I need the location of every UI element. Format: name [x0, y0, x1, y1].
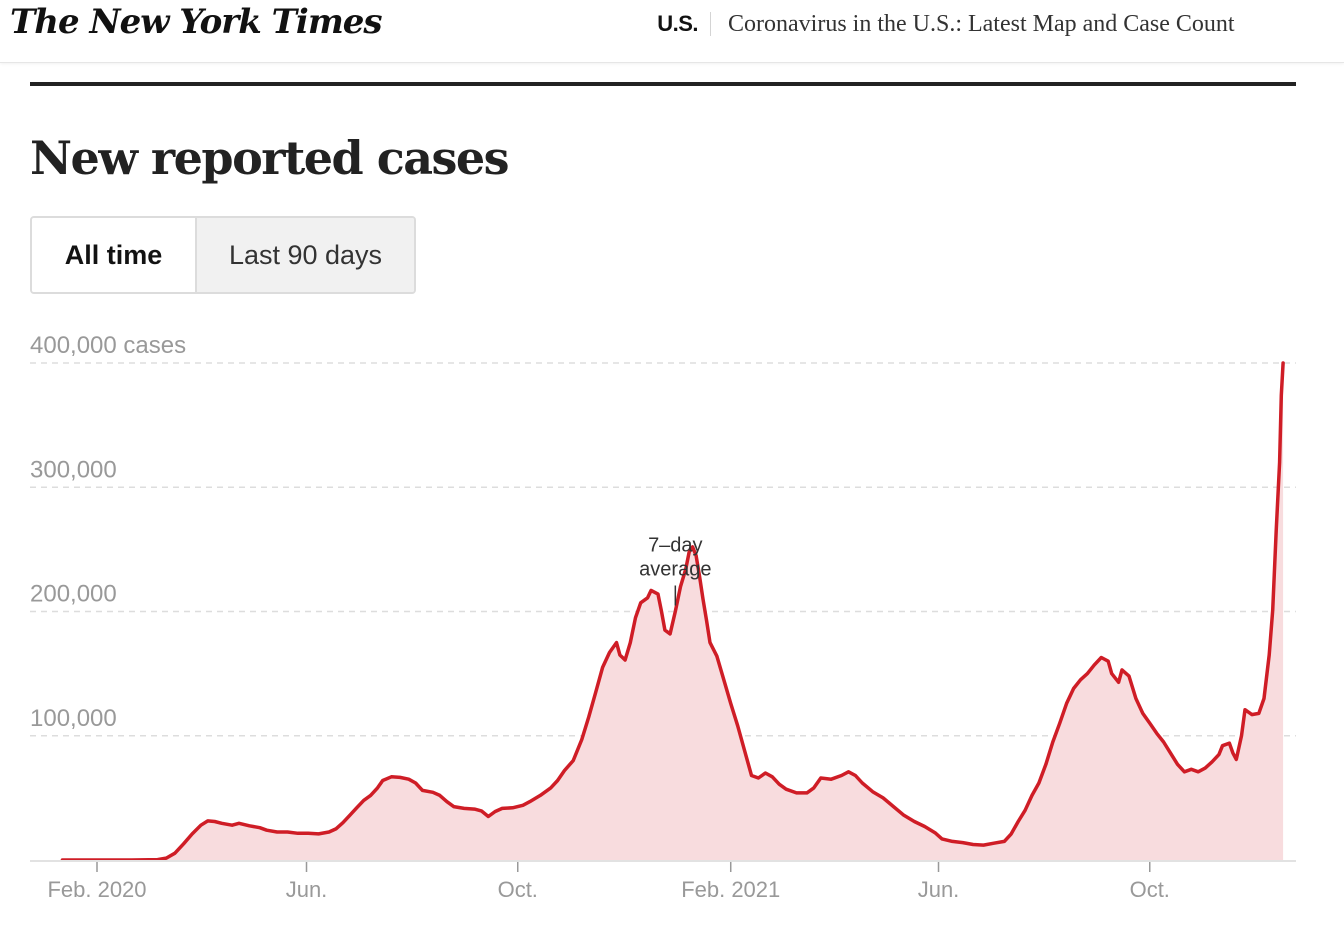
header-divider — [710, 12, 711, 36]
x-tick-label: Feb. 2021 — [681, 877, 780, 902]
time-range-toggle: All time Last 90 days — [30, 216, 416, 294]
x-tick-label: Feb. 2020 — [47, 877, 146, 902]
x-tick-label: Oct. — [1130, 877, 1170, 902]
x-tick-label: Jun. — [918, 877, 960, 902]
y-tick-label: 100,000 — [30, 705, 117, 732]
y-tick-label: 400,000 cases — [30, 332, 186, 359]
top-bar: The New York Times U.S. Coronavirus in t… — [0, 0, 1344, 63]
article-headline: Coronavirus in the U.S.: Latest Map and … — [728, 11, 1235, 37]
section-rule — [30, 82, 1296, 86]
y-axis-labels: 100,000 200,000 300,000 400,000 cases — [30, 332, 186, 732]
cases-area — [157, 363, 1284, 860]
seven-day-average-line — [60, 361, 1285, 862]
section-label[interactable]: U.S. — [657, 11, 698, 36]
annotation-label-line2: average — [639, 559, 711, 581]
x-axis-ticks: Feb. 2020 Jun. Oct. Feb. 2021 Jun. Oct. — [47, 862, 1170, 902]
nyt-logo[interactable]: The New York Times — [10, 2, 383, 42]
y-tick-label: 200,000 — [30, 581, 117, 608]
cases-chart: 100,000 200,000 300,000 400,000 cases Feb. … — [30, 332, 1296, 902]
y-tick-label: 300,000 — [30, 456, 117, 483]
page-title: New reported cases — [30, 131, 510, 185]
annotation-label-line1: 7–day — [648, 535, 703, 557]
tab-all-time[interactable]: All time — [32, 218, 197, 292]
x-tick-label: Oct. — [498, 877, 538, 902]
tab-last-90-days[interactable]: Last 90 days — [197, 218, 414, 292]
x-tick-label: Jun. — [286, 877, 328, 902]
